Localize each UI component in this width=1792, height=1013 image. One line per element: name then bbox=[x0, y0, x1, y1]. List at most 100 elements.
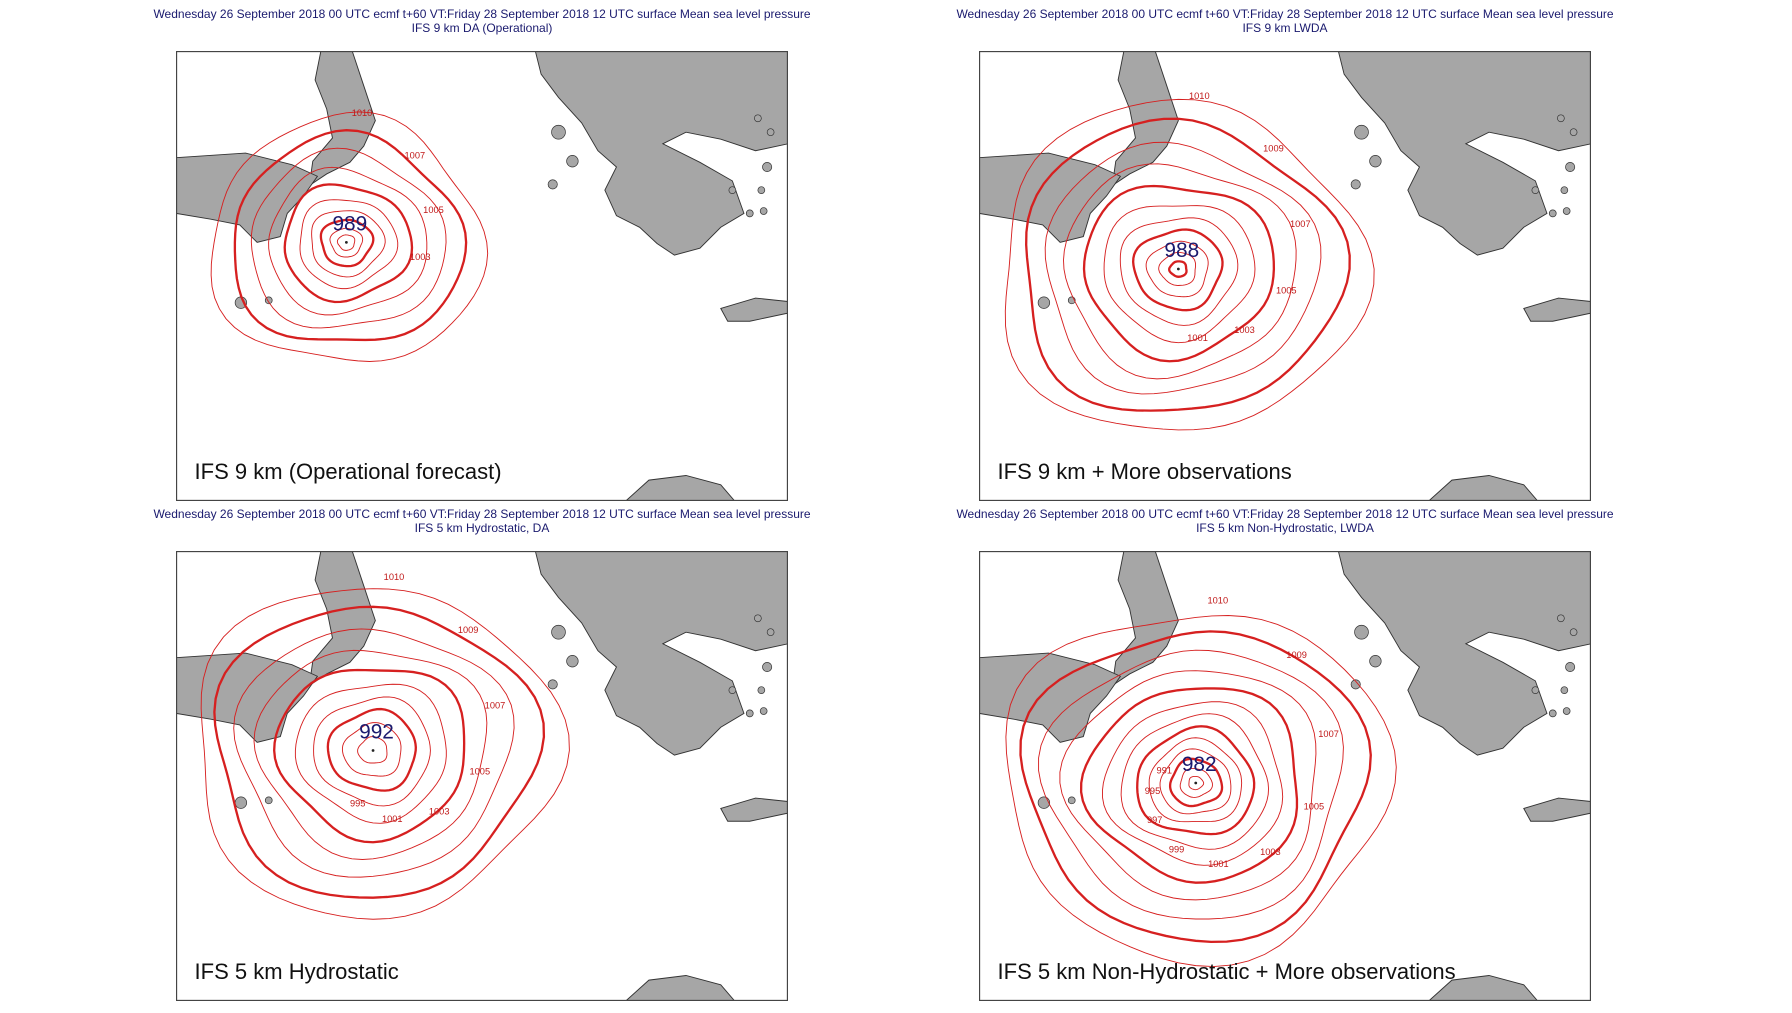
panel-caption: IFS 9 km + More observations bbox=[998, 459, 1292, 484]
low-center bbox=[1194, 781, 1198, 785]
isobar bbox=[1168, 757, 1224, 808]
panel-subtitle: IFS 5 km Hydrostatic, DA bbox=[415, 521, 550, 535]
land bbox=[979, 152, 1122, 243]
contour-label: 1003 bbox=[429, 807, 450, 817]
island bbox=[547, 179, 558, 190]
contour-label: 1003 bbox=[410, 252, 431, 262]
island bbox=[1560, 686, 1569, 695]
center-pressure: 988 bbox=[1164, 239, 1199, 262]
island bbox=[1350, 179, 1361, 190]
isobar bbox=[294, 683, 447, 824]
isobar bbox=[1025, 117, 1351, 412]
map-frame bbox=[979, 51, 1591, 501]
isobar bbox=[1063, 163, 1297, 380]
isobar bbox=[1145, 240, 1209, 298]
contour-label: 1007 bbox=[1290, 219, 1311, 229]
map-panel: 1010 1009 1007 1005 1003 1001 995 992 IFS 5 km H… bbox=[176, 551, 788, 1001]
isobar bbox=[1005, 615, 1397, 968]
island bbox=[745, 709, 754, 718]
island bbox=[754, 614, 762, 623]
isobar bbox=[1131, 228, 1224, 312]
island bbox=[1350, 679, 1361, 690]
contour-label: 1010 bbox=[1208, 595, 1229, 605]
isobar bbox=[1148, 737, 1243, 823]
island bbox=[1354, 624, 1369, 640]
center-pressure: 982 bbox=[1182, 753, 1217, 776]
isobar bbox=[1136, 725, 1256, 836]
isobar bbox=[1082, 184, 1276, 363]
land bbox=[625, 475, 736, 501]
island bbox=[1560, 186, 1569, 195]
contour-label: 999 bbox=[1169, 844, 1184, 854]
land bbox=[1523, 797, 1591, 822]
contour-label: 1001 bbox=[382, 814, 403, 824]
land bbox=[1337, 51, 1591, 256]
island bbox=[1531, 686, 1540, 695]
isobar bbox=[250, 147, 447, 329]
contour-label: 1007 bbox=[405, 151, 426, 161]
island bbox=[728, 186, 737, 195]
land bbox=[1428, 475, 1539, 501]
isobar bbox=[299, 199, 399, 290]
island bbox=[1354, 124, 1369, 140]
island bbox=[1369, 655, 1382, 668]
island bbox=[766, 628, 775, 637]
isobar bbox=[336, 234, 356, 251]
isobar bbox=[313, 696, 431, 807]
island bbox=[234, 796, 248, 809]
island bbox=[566, 655, 579, 668]
isobar bbox=[357, 736, 388, 764]
island bbox=[759, 707, 768, 715]
isobar bbox=[1158, 251, 1196, 286]
isobar bbox=[1079, 687, 1299, 884]
isobar bbox=[341, 722, 402, 777]
land bbox=[625, 975, 736, 1001]
contour-label: 1005 bbox=[1276, 285, 1297, 295]
isobar bbox=[233, 628, 515, 878]
map-frame bbox=[176, 51, 788, 501]
contour-label: 995 bbox=[350, 798, 365, 808]
island bbox=[1562, 207, 1571, 215]
contour-label: 1001 bbox=[1187, 333, 1208, 343]
island bbox=[566, 155, 579, 168]
map-frame bbox=[176, 551, 788, 1001]
isobar bbox=[210, 111, 489, 362]
contour-label: 1010 bbox=[1189, 91, 1210, 101]
panel-caption: IFS 5 km Hydrostatic bbox=[195, 959, 399, 984]
island bbox=[1569, 128, 1578, 137]
island bbox=[264, 796, 273, 805]
land bbox=[1337, 551, 1591, 756]
contour-label: 1001 bbox=[1208, 859, 1229, 869]
contour-label: 1010 bbox=[352, 108, 373, 118]
contour-label: 995 bbox=[1145, 786, 1160, 796]
contour-label: 1009 bbox=[1263, 144, 1284, 154]
land bbox=[720, 297, 788, 322]
panel-subtitle: IFS 9 km LWDA bbox=[1242, 21, 1327, 35]
isobar bbox=[1004, 98, 1375, 431]
isobar bbox=[1188, 776, 1205, 791]
isobar bbox=[1044, 141, 1322, 395]
island bbox=[1565, 661, 1576, 672]
island bbox=[1037, 796, 1051, 809]
island bbox=[757, 686, 766, 695]
land bbox=[1111, 51, 1179, 187]
island bbox=[1548, 709, 1557, 718]
island bbox=[754, 114, 762, 123]
isobar bbox=[253, 649, 488, 860]
contour-label: 1009 bbox=[458, 625, 479, 635]
island bbox=[762, 161, 773, 172]
island bbox=[1565, 161, 1576, 172]
island bbox=[1067, 796, 1076, 805]
island bbox=[1369, 155, 1382, 168]
island bbox=[757, 186, 766, 195]
isobar bbox=[1120, 713, 1270, 850]
contour-label: 1003 bbox=[1260, 847, 1281, 857]
land bbox=[1111, 551, 1179, 687]
contour-label: 1003 bbox=[1234, 325, 1255, 335]
land bbox=[534, 551, 788, 756]
panel-subtitle: IFS 9 km DA (Operational) bbox=[412, 21, 553, 35]
isobar bbox=[311, 210, 386, 278]
island bbox=[1562, 707, 1571, 715]
